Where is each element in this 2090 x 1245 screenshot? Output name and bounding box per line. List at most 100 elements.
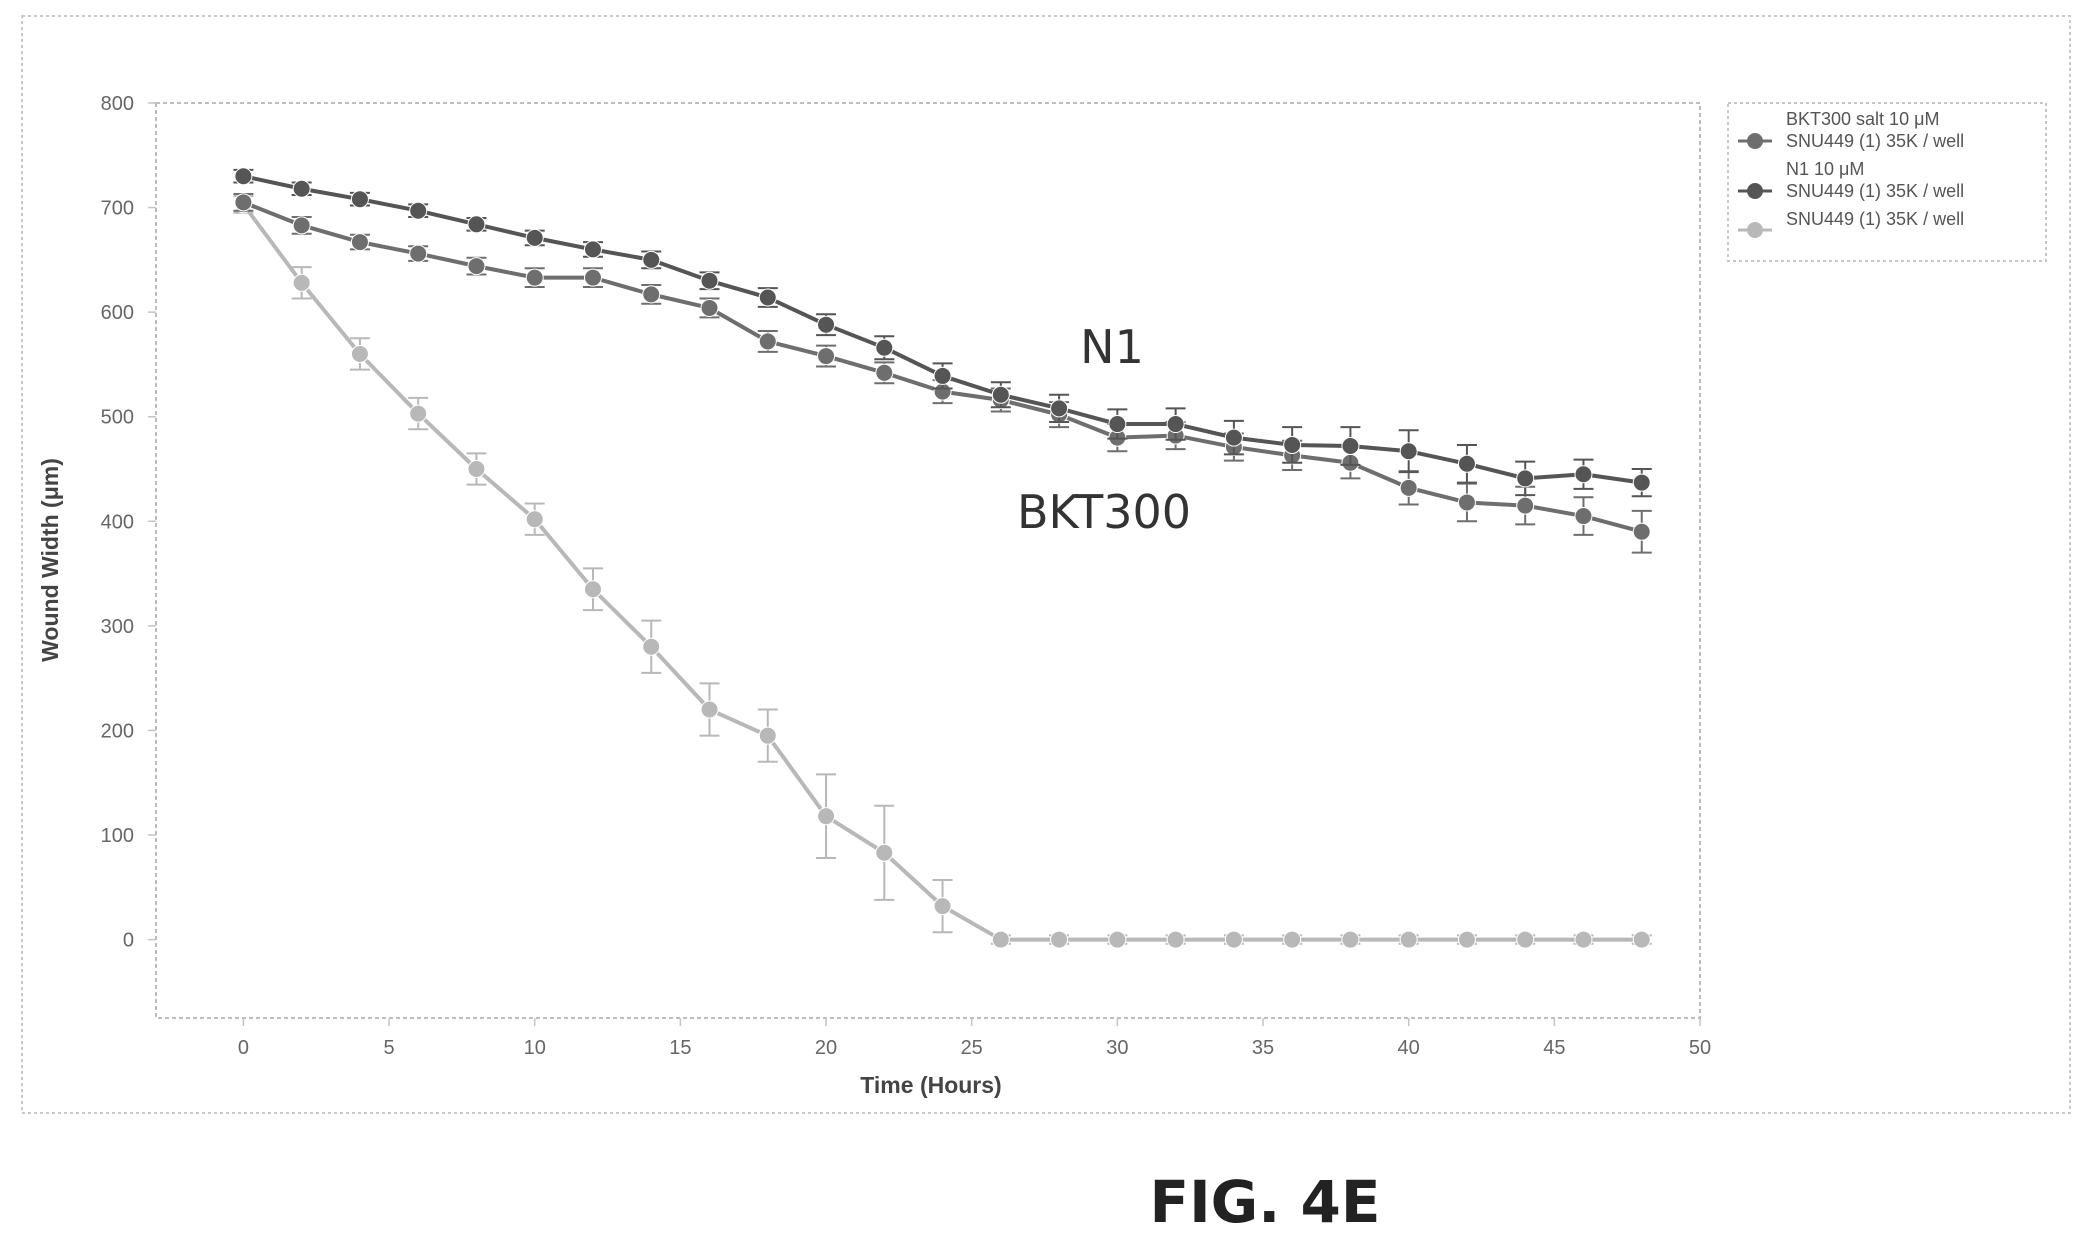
legend-marker	[1747, 183, 1763, 199]
y-tick-label: 400	[101, 511, 134, 533]
data-point	[467, 215, 486, 234]
data-point	[1457, 493, 1476, 512]
y-tick-label: 200	[101, 720, 134, 742]
data-point	[1224, 930, 1243, 949]
data-point	[642, 285, 661, 304]
data-point	[1341, 436, 1360, 455]
y-tick-label: 300	[101, 616, 134, 638]
data-point	[817, 347, 836, 366]
data-point	[292, 216, 311, 235]
data-point	[583, 240, 602, 259]
legend-label: N1 10 μM	[1786, 159, 1864, 179]
data-point	[409, 201, 428, 220]
y-tick-label: 100	[101, 825, 134, 847]
legend-marker	[1747, 222, 1763, 238]
data-point	[409, 404, 428, 423]
legend-label: SNU449 (1) 35K / well	[1786, 181, 1964, 201]
data-point	[1399, 478, 1418, 497]
x-tick-label: 25	[961, 1037, 983, 1059]
data-point	[758, 288, 777, 307]
x-tick-label: 30	[1106, 1037, 1128, 1059]
x-tick-label: 45	[1543, 1037, 1565, 1059]
x-axis-title: Time (Hours)	[860, 1072, 1001, 1098]
x-tick-label: 50	[1689, 1037, 1711, 1059]
data-point	[350, 190, 369, 209]
y-tick-label: 800	[101, 93, 134, 115]
data-point	[583, 580, 602, 599]
data-point	[1399, 930, 1418, 949]
data-point	[1632, 930, 1651, 949]
data-point	[1224, 428, 1243, 447]
data-point	[234, 167, 253, 186]
data-point	[758, 726, 777, 745]
data-point	[1574, 465, 1593, 484]
data-point	[1108, 930, 1127, 949]
x-tick-label: 10	[524, 1037, 546, 1059]
data-point	[467, 460, 486, 478]
x-tick-label: 15	[669, 1037, 691, 1059]
x-tick-label: 40	[1398, 1037, 1420, 1059]
data-point	[1050, 930, 1069, 949]
data-point	[700, 700, 719, 719]
x-tick-label: 20	[815, 1037, 837, 1059]
legend-label: BKT300 salt 10 μM	[1786, 109, 1939, 129]
data-point	[991, 385, 1010, 404]
y-tick-label: 700	[101, 198, 134, 220]
data-point	[467, 257, 486, 276]
figure-frame	[21, 15, 2071, 1114]
x-tick-label: 5	[383, 1037, 394, 1059]
legend-marker	[1747, 133, 1763, 149]
data-point	[1283, 435, 1302, 454]
data-point	[758, 332, 777, 351]
series-line	[241, 203, 1642, 942]
series-2	[233, 195, 1652, 949]
data-point	[1574, 930, 1593, 949]
y-tick-label: 0	[123, 930, 134, 952]
data-point	[292, 273, 311, 292]
data-point	[350, 344, 369, 363]
data-point	[933, 897, 952, 916]
legend-label: SNU449 (1) 35K / well	[1786, 131, 1964, 151]
data-point	[583, 268, 602, 287]
data-point	[525, 510, 544, 529]
data-point	[1516, 469, 1535, 488]
plot-area	[155, 102, 1701, 1019]
data-point	[875, 843, 894, 862]
data-point	[525, 228, 544, 247]
data-point	[1516, 930, 1535, 949]
series-1	[233, 167, 1652, 498]
data-point	[1457, 454, 1476, 473]
x-axis-ticks: 0 5 10 15 20 25 30 35 40 45 50	[238, 1018, 1711, 1059]
data-point	[525, 268, 544, 287]
data-point	[817, 807, 836, 826]
data-point	[1632, 522, 1651, 541]
annotation-bkt300: BKT300	[1017, 485, 1191, 539]
data-point	[350, 233, 369, 252]
data-point	[875, 363, 894, 382]
data-point	[409, 244, 428, 263]
data-point	[642, 250, 661, 269]
data-point	[700, 298, 719, 317]
y-tick-label: 500	[101, 407, 134, 429]
data-point	[1050, 399, 1069, 418]
y-axis-title: Wound Width (μm)	[37, 458, 63, 662]
figure-caption: FIG. 4E	[1149, 1168, 1380, 1236]
y-tick-label: 600	[101, 302, 134, 324]
data-point	[642, 637, 661, 656]
data-point	[1166, 415, 1185, 434]
data-point	[1574, 507, 1593, 526]
data-point	[234, 193, 253, 212]
legend-box	[1727, 102, 2047, 262]
series-line	[242, 174, 1643, 485]
annotation-n1: N1	[1080, 320, 1144, 374]
y-axis-ticks: 0 100 200 300 400 500 600 700 800	[101, 93, 156, 952]
legend-label: SNU449 (1) 35K / well	[1786, 209, 1964, 229]
data-point	[1399, 442, 1418, 461]
data-point	[1516, 496, 1535, 515]
data-point	[991, 930, 1010, 949]
data-point	[933, 366, 952, 385]
series-layer	[233, 167, 1652, 949]
data-point	[1108, 415, 1127, 434]
